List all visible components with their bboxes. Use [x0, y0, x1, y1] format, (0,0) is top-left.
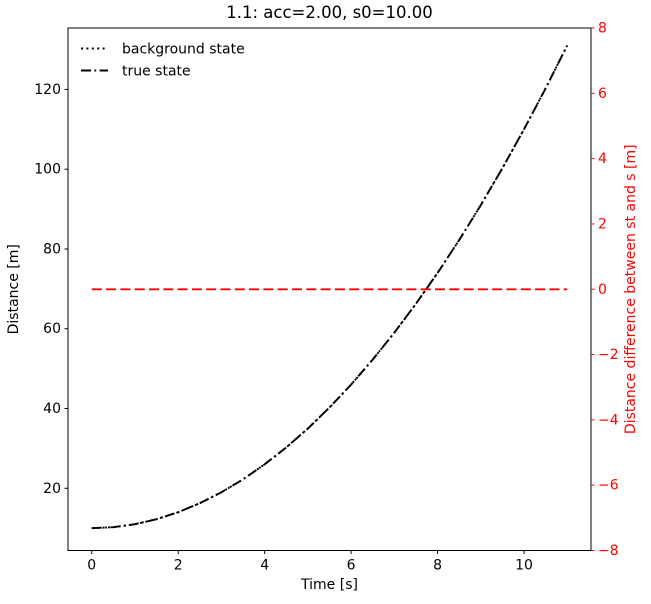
y-right-tick-label: 6: [598, 86, 607, 102]
x-tick-label: 2: [174, 558, 183, 574]
y-left-tick-label: 60: [43, 321, 61, 337]
y-right-tick-label: 2: [598, 216, 607, 232]
x-tick-label: 8: [433, 558, 442, 574]
y-right-tick-label: −8: [598, 543, 619, 559]
legend-label: background state: [122, 42, 245, 58]
y-left-tick-label: 20: [43, 481, 61, 497]
true-state-line: [91, 45, 569, 530]
x-tick-label: 0: [87, 558, 96, 574]
x-tick-label: 6: [347, 558, 356, 574]
y-right-tick-label: −4: [598, 412, 619, 428]
y-left-axis-label: Distance [m]: [6, 244, 22, 334]
x-tick-label: 10: [515, 558, 533, 574]
y-right-tick-label: 0: [598, 282, 607, 298]
x-tick-label: 4: [260, 558, 269, 574]
y-left-tick-label: 120: [34, 82, 61, 98]
background-state-line: [91, 45, 569, 530]
y-right-tick-label: −6: [598, 478, 619, 494]
y-right-tick-label: −2: [598, 347, 619, 363]
y-left-tick-label: 80: [43, 241, 61, 257]
y-left-tick-label: 100: [34, 162, 61, 178]
y-left-tick-label: 40: [43, 401, 61, 417]
y-right-tick-label: 4: [598, 151, 607, 167]
chart-title: 1.1: acc=2.00, s0=10.00: [226, 3, 433, 22]
y-right-tick-label: 8: [598, 21, 607, 37]
legend-label: true state: [122, 64, 191, 80]
x-axis-label: Time [s]: [300, 577, 358, 593]
legend: background state true state: [81, 42, 245, 80]
y-right-axis-label: Distance difference between st and s [m]: [623, 144, 639, 434]
